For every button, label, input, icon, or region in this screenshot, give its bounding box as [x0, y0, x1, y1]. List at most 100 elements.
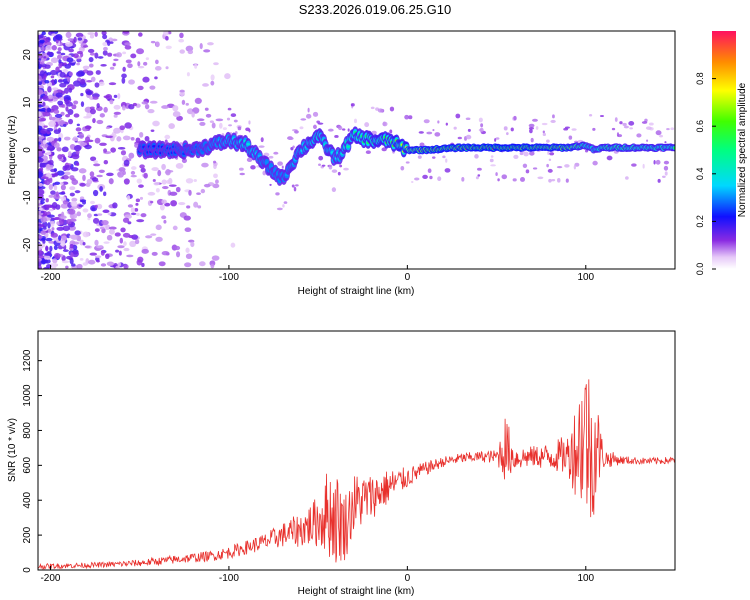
spectrogram-speckle [131, 166, 137, 170]
spectrogram-speckle [382, 121, 388, 127]
spectrogram-speckle [145, 235, 153, 239]
spectrogram-speckle [648, 122, 654, 126]
spectrogram-speckle [299, 126, 304, 130]
spectrogram-speckle [475, 176, 479, 180]
spectrogram-speckle [389, 129, 393, 134]
spectrogram-speckles [38, 31, 675, 269]
spectrogram-speckle [318, 163, 321, 167]
spectrogram-speckle [64, 175, 69, 180]
spectrogram-speckle [105, 126, 110, 130]
spectrogram-speckle [136, 259, 143, 266]
spectrogram-speckle [74, 144, 82, 152]
spectrogram-speckle [170, 200, 178, 207]
spectrogram-speckle [444, 168, 451, 173]
spectrogram-speckle [490, 164, 496, 167]
spectrogram-speckle [73, 36, 77, 43]
spectrogram-speckle [339, 164, 343, 168]
spectrogram-speckle [641, 121, 648, 124]
spectrogram-speckle [161, 163, 166, 171]
spectrogram-speckle [273, 151, 279, 155]
spectrogram-speckle [122, 135, 131, 141]
spectrogram-speckle [47, 222, 51, 229]
spectrogram-speckle [191, 111, 195, 118]
spectrogram-speckle [653, 160, 656, 165]
spectrogram-speckle [124, 45, 132, 50]
spectrogram-speckle [71, 241, 80, 245]
spectrogram-speckle [112, 62, 116, 67]
spectrogram-speckle [38, 215, 42, 219]
spectrogram-speckle [73, 113, 80, 118]
spectrogram-speckle [141, 101, 148, 105]
spectrogram-speckle [172, 105, 179, 112]
spectrogram-speckle [74, 190, 81, 194]
spectrogram-speckle [321, 164, 326, 167]
spectrogram-speckle [103, 95, 110, 99]
spectrogram-speckle [506, 132, 509, 136]
spectrogram-speckle [294, 130, 299, 134]
spectrogram-speckle [40, 210, 44, 214]
spectrogram-speckle [663, 165, 669, 171]
x-tick-label: 100 [577, 573, 594, 584]
spectrogram-speckle [122, 31, 130, 34]
spectrogram-speckle [64, 136, 71, 141]
spectrogram-speckle [82, 262, 88, 266]
spectrogram-speckle [86, 79, 93, 83]
spectrogram-speckle [565, 178, 569, 183]
spectrogram-speckle [43, 255, 51, 261]
spectrogram-speckle [123, 241, 127, 247]
spectrogram-speckle [59, 221, 64, 225]
spectrogram-speckle [196, 192, 201, 195]
spectrogram-speckle [53, 245, 58, 251]
spectrogram-speckle [137, 61, 141, 67]
spectrogram-speckle [62, 225, 70, 232]
spectrogram-speckle [114, 232, 121, 237]
spectrogram-speckle [69, 234, 77, 239]
spectrogram-speckle [161, 105, 169, 109]
spectrogram-speckle [592, 160, 598, 166]
spectrogram-speckle [38, 152, 44, 157]
spectrogram-speckle [51, 227, 55, 231]
spectrogram-speckle [573, 164, 576, 170]
spectrogram-speckle [537, 176, 544, 180]
spectrogram-speckle [53, 168, 57, 172]
spectrogram-speckle [389, 106, 395, 112]
spectrogram-speckle [130, 170, 136, 175]
spectrogram-speckle [69, 218, 77, 222]
spectrogram-speckle [175, 163, 184, 169]
spectrogram-speckle [80, 92, 84, 97]
spectrogram-speckle [193, 201, 199, 208]
spectrogram-speckle [106, 261, 115, 267]
spectrogram-speckle [61, 146, 69, 153]
spectrogram-speckle [599, 114, 605, 118]
spectrogram-speckle [44, 79, 50, 84]
spectrogram-speckle [42, 112, 47, 117]
spectrogram-speckle [76, 263, 83, 269]
spectrogram-speckle [88, 259, 96, 265]
snr-x-ticks: -200 -100 0 100 [40, 566, 595, 584]
colorbar-label: Normalized spectral amplitude [737, 82, 748, 217]
spectrogram-speckle [99, 226, 105, 230]
spectrogram-speckle [115, 249, 120, 253]
spectrogram-speckle [99, 185, 103, 192]
spectrogram-speckle [663, 160, 670, 165]
spectrogram-speckle [642, 163, 645, 169]
spectrogram-speckle [101, 228, 106, 234]
spectrogram-speckle [174, 245, 181, 251]
spectrogram-speckle [139, 131, 144, 138]
spectrogram-speckle [94, 31, 98, 37]
spectrogram-speckle [76, 58, 82, 63]
spectrogram-speckle [103, 46, 108, 51]
spectrogram-speckle [86, 178, 93, 185]
spectrogram-speckle [619, 121, 623, 125]
spectrogram-speckle [248, 129, 251, 133]
spectrogram-speckle [62, 124, 67, 128]
spectrogram-speckle [535, 126, 539, 130]
spectrogram-speckle [130, 212, 137, 216]
spectrogram-speckle [110, 147, 116, 153]
spectrogram-speckle [95, 70, 101, 75]
spectrogram-speckle [82, 242, 86, 246]
spectrogram-speckle [96, 119, 104, 125]
spectrogram-speckle [197, 205, 202, 209]
spectrogram-speckle [437, 120, 440, 124]
colorbar-tick-label: 0.8 [695, 72, 705, 85]
